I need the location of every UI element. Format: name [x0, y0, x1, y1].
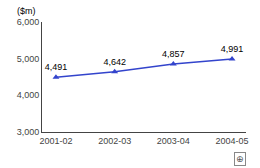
svg-text:4,642: 4,642	[103, 57, 126, 67]
svg-text:2002-03: 2002-03	[98, 136, 131, 146]
svg-text:4,857: 4,857	[162, 49, 185, 59]
svg-text:4,491: 4,491	[45, 62, 68, 72]
svg-text:⊕: ⊕	[236, 154, 244, 164]
svg-text:2004-05: 2004-05	[216, 136, 249, 146]
svg-text:5,000: 5,000	[17, 54, 40, 64]
svg-text:6,000: 6,000	[17, 17, 40, 27]
svg-text:2001-02: 2001-02	[39, 136, 72, 146]
svg-text:4,991: 4,991	[221, 44, 244, 54]
svg-text:3,000: 3,000	[17, 127, 40, 137]
svg-text:4,000: 4,000	[17, 90, 40, 100]
svg-text:2003-04: 2003-04	[157, 136, 190, 146]
svg-text:($m): ($m)	[17, 6, 36, 16]
